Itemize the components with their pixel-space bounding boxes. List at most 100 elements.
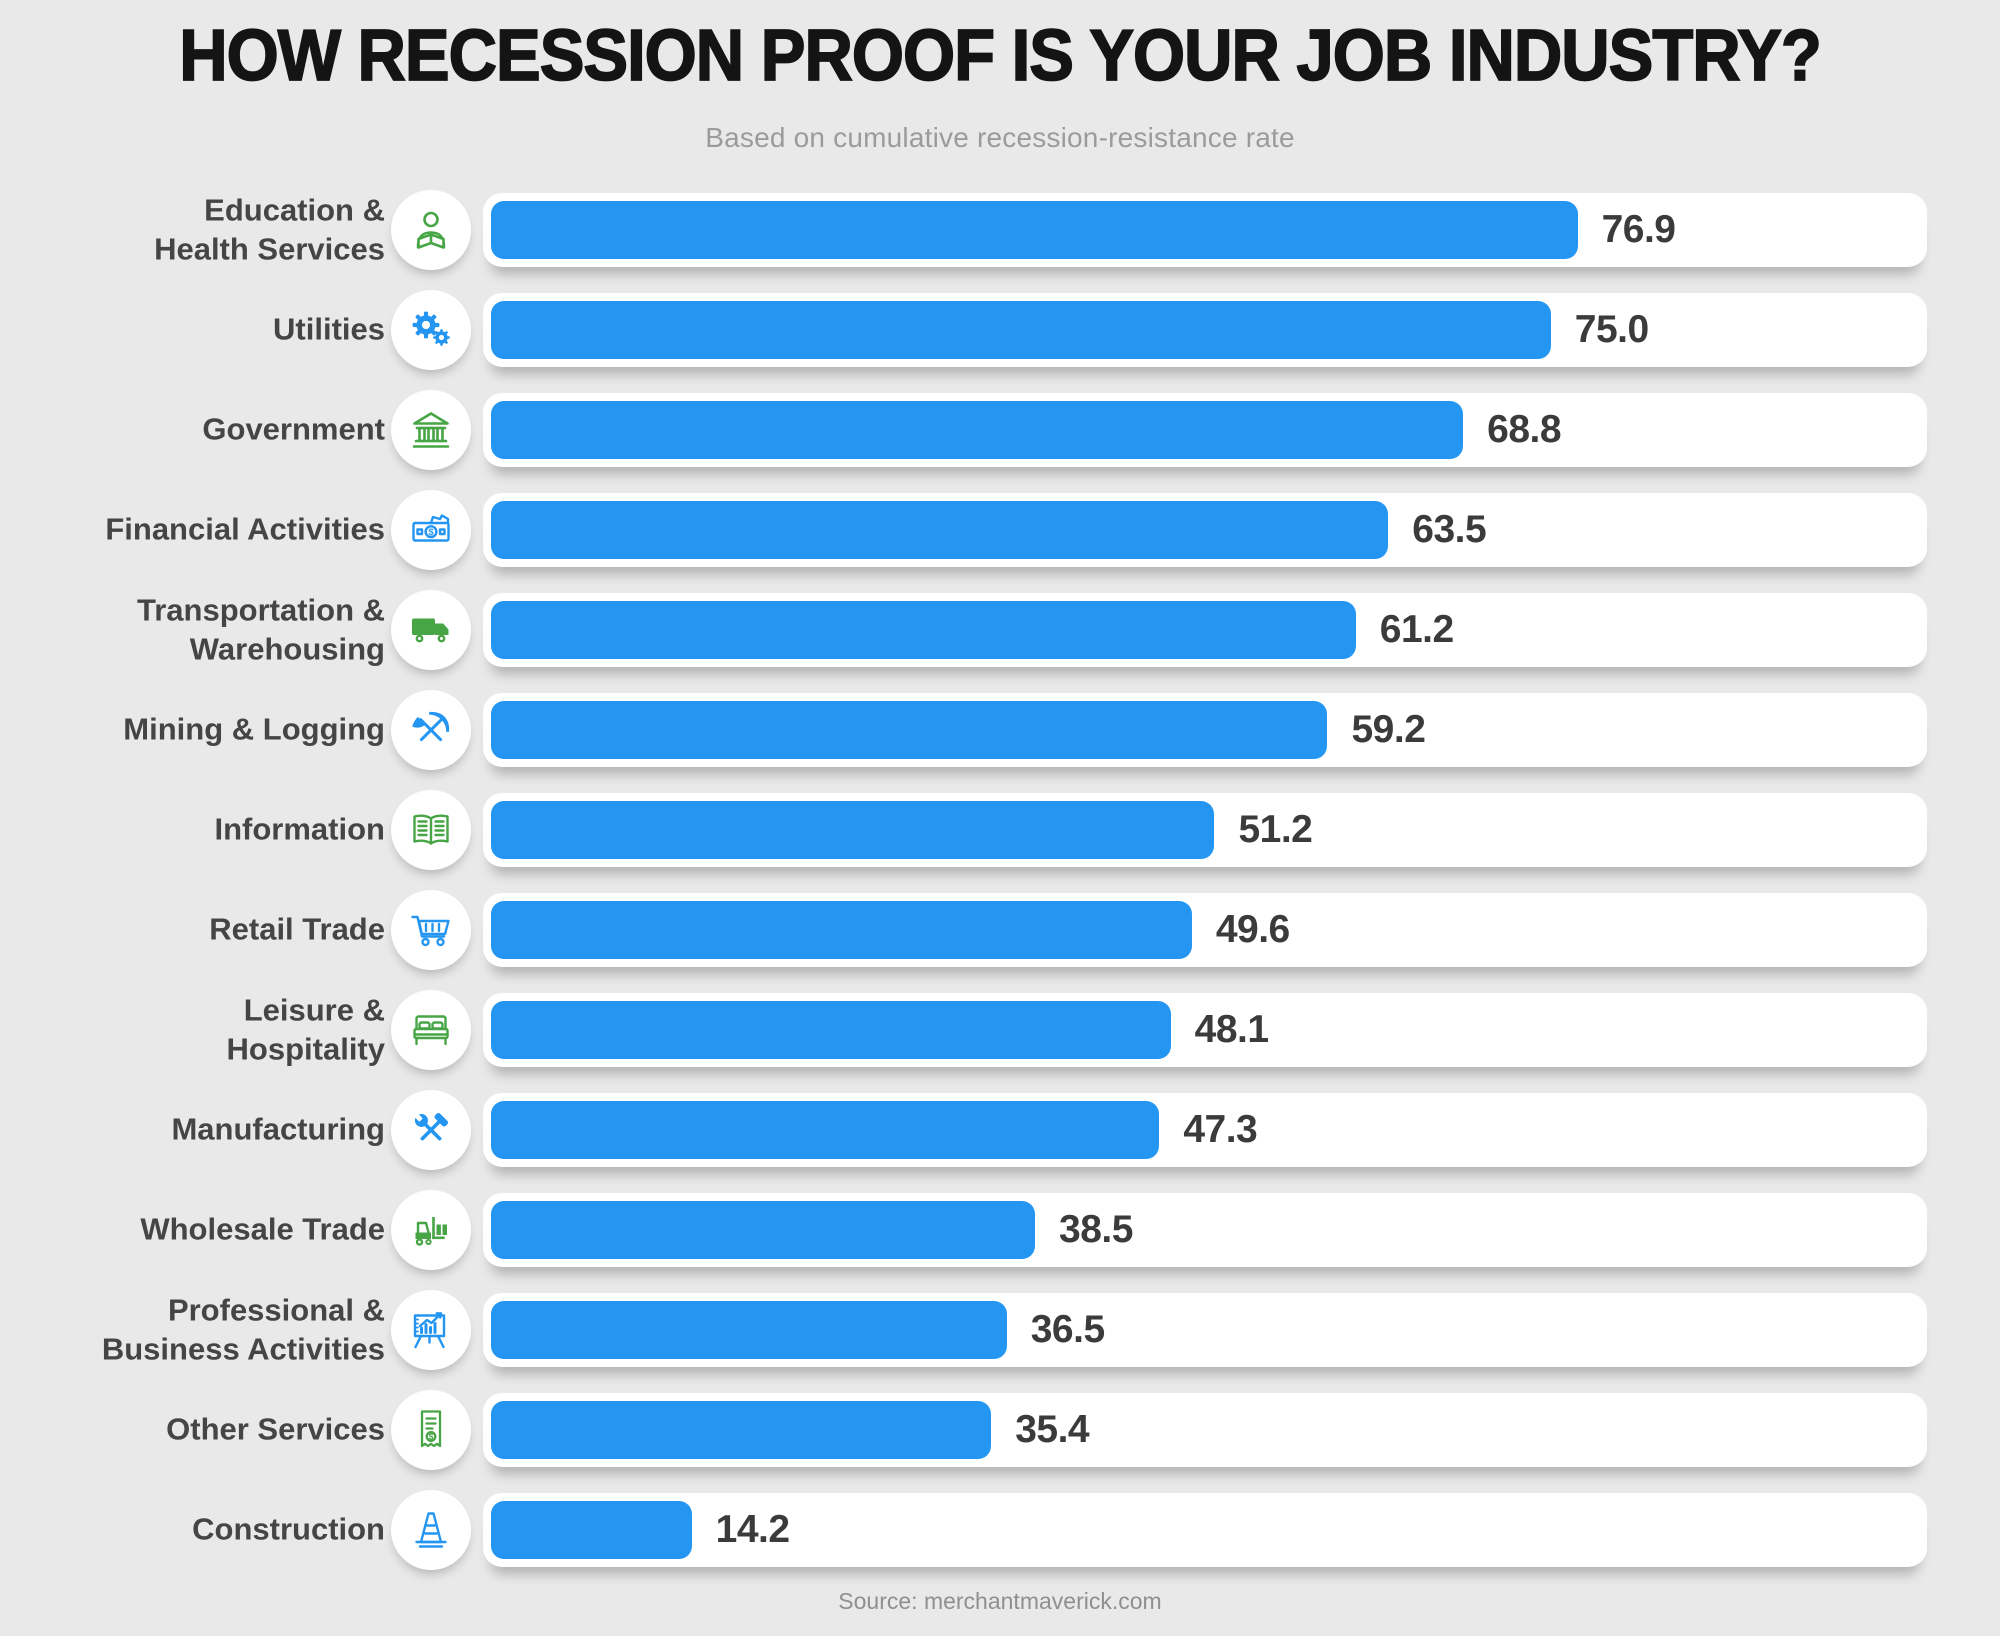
- icon-circle: $: [391, 1390, 471, 1470]
- row-label: Transportation & Warehousing: [0, 591, 385, 669]
- bar-track: 36.5: [483, 1293, 1927, 1367]
- row-label-line: Wholesale Trade: [140, 1211, 385, 1247]
- row-label-line: Manufacturing: [171, 1111, 385, 1147]
- bar-fill: [491, 1201, 1035, 1259]
- chart-row: Financial Activities $63.5: [0, 490, 2000, 570]
- bar-fill: [491, 701, 1328, 759]
- bar-value: 48.1: [1194, 1008, 1269, 1051]
- row-label-line: Health Services: [154, 231, 385, 266]
- chart-row: Mining & Logging 59.2: [0, 690, 2000, 770]
- icon-circle: [391, 990, 471, 1070]
- bar-value: 49.6: [1215, 908, 1290, 951]
- bar-value: 63.5: [1412, 508, 1487, 551]
- bar-value: 76.9: [1601, 208, 1676, 251]
- bar-track: 38.5: [483, 1193, 1927, 1267]
- chart-row: Education & Health Services 76.9: [0, 190, 2000, 270]
- row-label: Financial Activities: [0, 511, 385, 550]
- row-label-line: Warehousing: [189, 631, 385, 666]
- row-label-line: Construction: [192, 1511, 385, 1547]
- svg-text:$: $: [428, 527, 434, 538]
- person-icon: [407, 206, 455, 254]
- bar-fill: [491, 501, 1389, 559]
- chart-row: Construction 14.2: [0, 1490, 2000, 1570]
- row-label: Mining & Logging: [0, 711, 385, 750]
- forklift-icon: [407, 1206, 455, 1254]
- source-note: Source: merchantmaverick.com: [838, 1588, 1162, 1614]
- bar-value: 38.5: [1059, 1208, 1133, 1251]
- bar-value: 75.0: [1574, 308, 1649, 351]
- bar-fill: [491, 1301, 1007, 1359]
- bar-fill: [491, 801, 1215, 859]
- row-label: Information: [0, 811, 386, 850]
- chart-row: Information 51.2: [0, 790, 2000, 870]
- chart-row: Utilities 75.0: [0, 290, 2000, 370]
- icon-circle: [391, 790, 471, 870]
- row-label-line: Utilities: [273, 311, 385, 347]
- book-icon: [407, 806, 455, 854]
- bar-value: 47.3: [1183, 1108, 1258, 1151]
- bar-value: 51.2: [1238, 808, 1313, 851]
- row-label-line: Other Services: [166, 1411, 385, 1447]
- bar-value: 14.2: [715, 1508, 790, 1551]
- icon-circle: $: [391, 490, 471, 570]
- icon-circle: [391, 690, 471, 770]
- row-label: Wholesale Trade: [0, 1211, 385, 1250]
- row-label: Retail Trade: [0, 911, 385, 950]
- truck-icon: [407, 606, 455, 654]
- icon-circle: [391, 590, 471, 670]
- bar-fill: [491, 1501, 692, 1559]
- row-label: Manufacturing: [0, 1111, 385, 1150]
- icon-circle: [391, 390, 471, 470]
- svg-text:$: $: [429, 1432, 434, 1442]
- row-label-line: Mining & Logging: [123, 711, 385, 747]
- chart-icon: [407, 1306, 455, 1354]
- row-label: Government: [0, 411, 385, 450]
- row-label: Leisure & Hospitality: [0, 991, 385, 1069]
- chart-row: Other Services $35.4: [0, 1390, 2000, 1470]
- bar-fill: [491, 1001, 1171, 1059]
- cart-icon: [407, 906, 455, 954]
- row-label-line: Education &: [204, 192, 385, 228]
- row-label-line: Transportation &: [136, 592, 385, 628]
- bar-fill: [491, 901, 1192, 959]
- chart-row: Government 68.8: [0, 390, 2000, 470]
- row-label: Construction: [0, 1511, 385, 1550]
- row-label: Education & Health Services: [0, 191, 385, 269]
- icon-circle: [391, 290, 471, 370]
- row-label: Other Services: [0, 1411, 385, 1450]
- row-label-line: Leisure &: [243, 992, 385, 1028]
- row-label: Professional & Business Activities: [0, 1291, 385, 1369]
- bar-track: 68.8: [483, 393, 1927, 467]
- bar-track: 76.9: [483, 193, 1927, 267]
- chart-row: Manufacturing 47.3: [0, 1090, 2000, 1170]
- bar-track: 63.5: [483, 493, 1927, 567]
- bar-fill: [491, 401, 1464, 459]
- bar-fill: [491, 1401, 992, 1459]
- chart-row: Wholesale Trade 38.5: [0, 1190, 2000, 1270]
- bar-track: 51.2: [483, 793, 1927, 867]
- bar-fill: [491, 201, 1578, 259]
- icon-circle: [391, 1490, 471, 1570]
- row-label-line: Professional &: [167, 1292, 385, 1328]
- page-title: HOW RECESSION PROOF IS YOUR JOB INDUSTRY…: [178, 14, 1822, 97]
- bar-fill: [491, 1101, 1160, 1159]
- bar-value: 68.8: [1487, 408, 1562, 451]
- bar-track: 61.2: [483, 593, 1927, 667]
- bar-track: 48.1: [483, 993, 1927, 1067]
- cone-icon: [407, 1506, 455, 1554]
- row-label-line: Retail Trade: [209, 911, 385, 947]
- bar-fill: [491, 601, 1356, 659]
- bed-icon: [407, 1006, 455, 1054]
- tools-icon: [407, 1106, 455, 1154]
- chart-row: Professional & Business Activities 36.5: [0, 1290, 2000, 1370]
- bar-track: 35.4: [483, 1393, 1927, 1467]
- pickaxe-icon: [407, 706, 455, 754]
- chart-row: Leisure & Hospitality 48.1: [0, 990, 2000, 1070]
- bank-icon: [407, 406, 455, 454]
- bar-value: 59.2: [1351, 708, 1426, 751]
- row-label: Utilities: [0, 311, 385, 350]
- receipt-icon: $: [407, 1406, 455, 1454]
- row-label-line: Hospitality: [226, 1031, 385, 1066]
